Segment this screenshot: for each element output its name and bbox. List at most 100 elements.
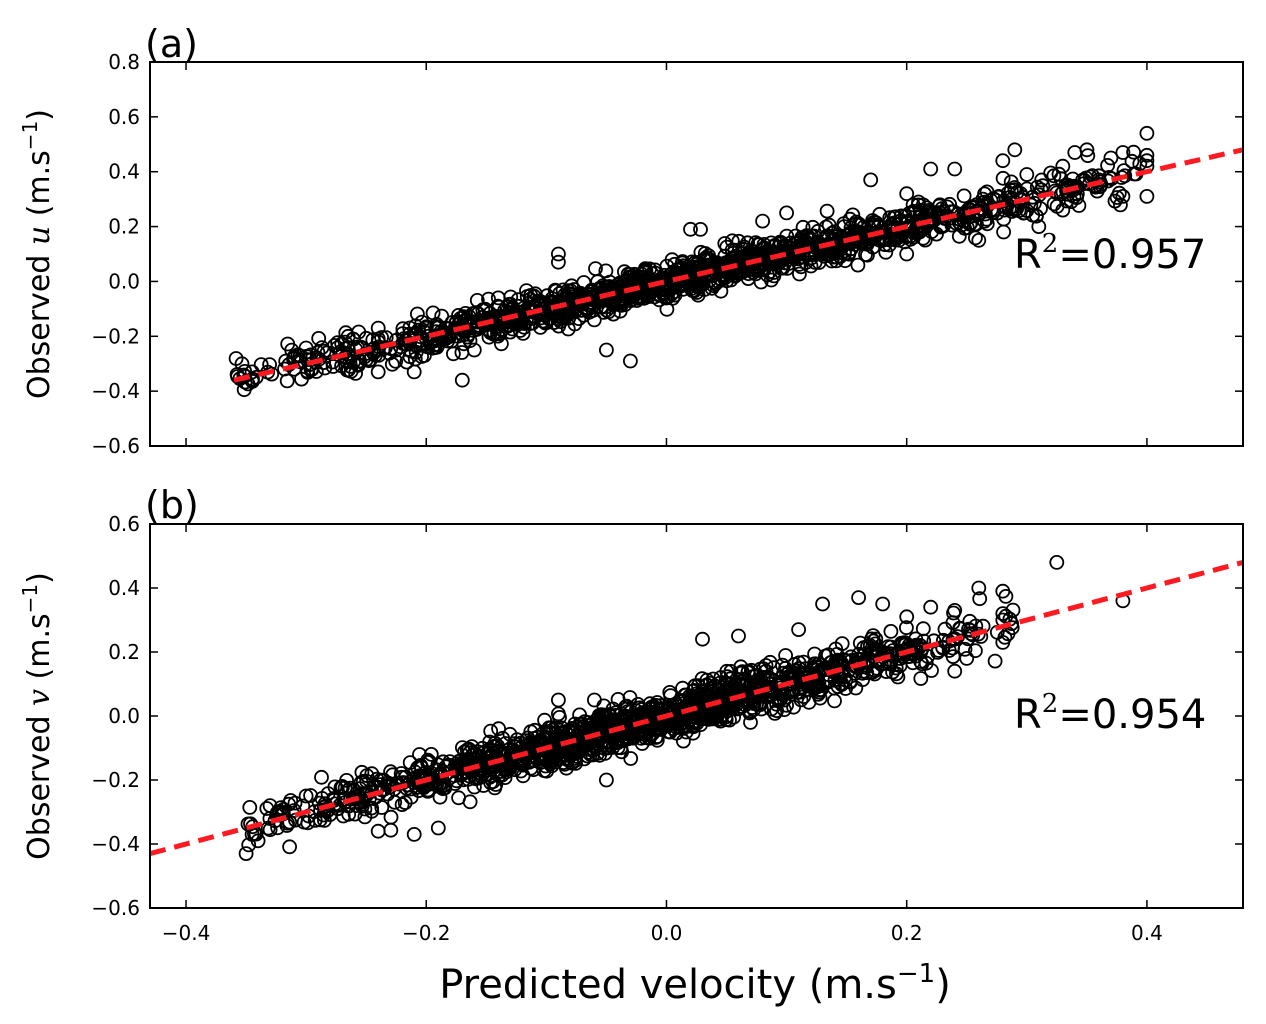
- scatter-point: [979, 211, 994, 227]
- scatter-point: [340, 328, 356, 344]
- scatter-point: [1067, 145, 1083, 160]
- scatter-point: [244, 364, 260, 380]
- scatter-point: [683, 221, 698, 237]
- scatter-point: [601, 304, 616, 320]
- scatter-point: [995, 153, 1011, 169]
- scatter-point: [894, 636, 910, 652]
- scatter-point: [488, 319, 504, 335]
- scatter-point: [899, 620, 914, 636]
- scatter-point: [651, 272, 667, 288]
- scatter-point: [280, 336, 296, 352]
- x-axis-label: Predicted velocity (m.s−1): [439, 959, 951, 1008]
- scatter-point: [713, 271, 728, 287]
- scatter-point: [588, 261, 603, 277]
- scatter-point: [908, 631, 924, 647]
- panel-b-fit-line-group: [150, 559, 1243, 857]
- scatter-point: [987, 653, 1003, 669]
- scatter-point: [493, 336, 509, 352]
- scatter-point: [357, 809, 373, 825]
- scatter-point: [347, 806, 363, 822]
- panel-a: (a) −0.6 −0.4 −0.2 0.0 0.2 0.4 0.6 0.8 Observed…: [18, 22, 1244, 458]
- scatter-point: [549, 720, 565, 736]
- scatter-point: [283, 793, 299, 808]
- scatter-point: [449, 773, 465, 789]
- scatter-point: [1071, 198, 1087, 213]
- scatter-point: [995, 606, 1011, 621]
- scatter-point: [924, 224, 939, 240]
- scatter-point: [977, 213, 992, 229]
- scatter-point: [250, 833, 266, 849]
- y-tick-label: 0.0: [108, 269, 140, 293]
- scatter-point: [986, 202, 1002, 218]
- scatter-point: [1139, 188, 1155, 204]
- scatter-point: [837, 246, 852, 262]
- scatter-point: [583, 730, 599, 746]
- scatter-point: [490, 290, 506, 306]
- scatter-point: [334, 779, 350, 794]
- scatter-point: [279, 373, 295, 389]
- scatter-point: [551, 246, 566, 262]
- scatter-point: [466, 342, 482, 358]
- scatter-point: [856, 640, 872, 656]
- scatter-point: [786, 699, 801, 715]
- scatter-point: [380, 775, 396, 791]
- scatter-point: [661, 705, 677, 721]
- scatter-point: [947, 603, 963, 618]
- y-tick-label: 0.2: [108, 215, 140, 239]
- scatter-point: [695, 692, 711, 707]
- scatter-point: [555, 308, 571, 323]
- panel-b-ylabel: Observed v (m.s−1): [18, 572, 57, 860]
- scatter-point: [899, 609, 915, 625]
- scatter-point: [228, 351, 244, 366]
- y-tick-label: −0.2: [91, 768, 140, 792]
- y-tick-label: 0.6: [108, 105, 140, 129]
- scatter-point: [724, 257, 740, 272]
- scatter-point: [834, 636, 850, 651]
- scatter-point: [915, 621, 931, 637]
- scatter-point: [262, 798, 278, 813]
- scatter-point: [1035, 178, 1051, 194]
- scatter-point: [880, 639, 896, 654]
- scatter-point: [971, 580, 987, 596]
- scatter-point: [586, 312, 602, 328]
- scatter-point: [282, 839, 298, 855]
- scatter-point: [387, 794, 403, 810]
- scatter-point: [1049, 555, 1065, 570]
- scatter-point: [662, 685, 678, 700]
- scatter-point: [409, 306, 425, 322]
- scatter-point: [902, 205, 917, 221]
- scatter-point: [406, 364, 422, 380]
- scatter-point: [370, 823, 386, 839]
- scatter-point: [303, 788, 319, 803]
- scatter-point: [1115, 188, 1131, 204]
- scatter-point: [238, 846, 254, 861]
- panel-a-r2-annotation: R2=0.957: [1014, 229, 1206, 278]
- x-tick-label: 0.2: [891, 921, 923, 945]
- scatter-point: [314, 769, 329, 785]
- scatter-point: [915, 197, 931, 213]
- scatter-point: [642, 727, 657, 742]
- scatter-point: [707, 708, 723, 724]
- scatter-point: [763, 701, 779, 717]
- scatter-point: [623, 751, 639, 766]
- scatter-point: [1034, 172, 1050, 188]
- y-tick-label: 0.8: [108, 50, 140, 74]
- scatter-point: [1115, 145, 1131, 160]
- scatter-point: [872, 206, 888, 222]
- scatter-point: [950, 629, 965, 644]
- scatter-point: [701, 248, 716, 264]
- panel-b-ticks: −0.6 −0.4 −0.2 0.0 0.2 0.4 0.6 −0.4 −0.2 0.0 0.2 0.…: [91, 512, 1243, 945]
- scatter-point: [836, 216, 852, 232]
- scatter-point: [403, 789, 419, 805]
- scatter-point: [483, 723, 499, 739]
- scatter-point: [552, 710, 567, 725]
- scatter-point: [579, 302, 595, 318]
- panel-b-axes-frame: [149, 523, 1244, 909]
- panel-b-points: [238, 555, 1131, 861]
- scatter-point: [810, 686, 826, 702]
- scatter-point: [931, 198, 947, 214]
- scatter-point: [776, 665, 791, 681]
- panel-b-fit-line: [150, 559, 1243, 857]
- scatter-point: [852, 227, 867, 243]
- scatter-point: [726, 709, 741, 725]
